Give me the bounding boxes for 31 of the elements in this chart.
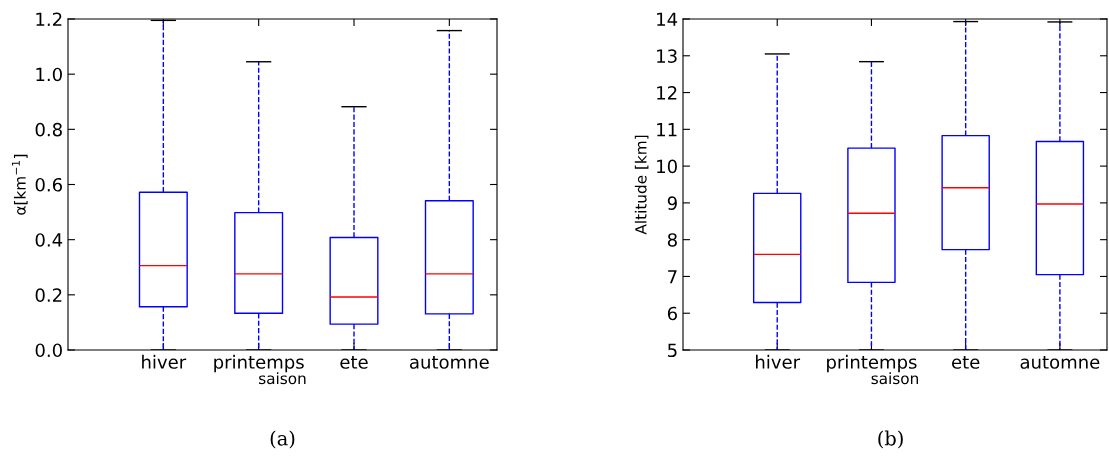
x-tick-label: printemps: [827, 354, 917, 373]
x-tick-label: ete: [340, 355, 368, 369]
x-axis-title: saison: [259, 372, 306, 385]
x-tick-label: hiver: [756, 354, 801, 369]
y-tick-label: 0.8: [35, 122, 62, 137]
y-tick-label: 8: [667, 233, 677, 247]
y-tick-label: 7: [668, 270, 677, 284]
y-tick-label: 13: [657, 49, 677, 63]
text: (a): [270, 430, 295, 449]
y-tick-label: 11: [657, 123, 677, 137]
y-axis-title: α[km$^{−1}$]: [11, 154, 28, 215]
y-tick-label: 0.2: [35, 288, 62, 302]
y-tick-label: 9: [667, 196, 677, 211]
y-tick-label: 1.0: [36, 67, 62, 82]
y-tick-label: 14: [657, 12, 678, 26]
x-tick-label: hiver: [142, 354, 187, 369]
y-tick-label: 0.4: [35, 233, 63, 247]
y-tick-label: 12: [657, 86, 677, 100]
x-tick-label: automne: [1020, 355, 1100, 369]
y-tick-label: 1.2: [36, 12, 62, 26]
x-tick-label: printemps: [214, 354, 304, 373]
x-tick-label: automne: [410, 355, 489, 369]
y-axis-title: Altitude [km]: [634, 135, 649, 235]
x-tick-label: ete: [952, 355, 980, 369]
y-tick-label: 0.6: [35, 177, 62, 192]
y-tick-label: 5: [668, 343, 677, 358]
y-tick-label: 6: [667, 306, 677, 321]
text: (b): [878, 430, 903, 449]
y-tick-label: 10: [657, 159, 677, 174]
x-axis-title: saison: [871, 372, 918, 385]
y-tick-label: 0.0: [35, 343, 62, 358]
